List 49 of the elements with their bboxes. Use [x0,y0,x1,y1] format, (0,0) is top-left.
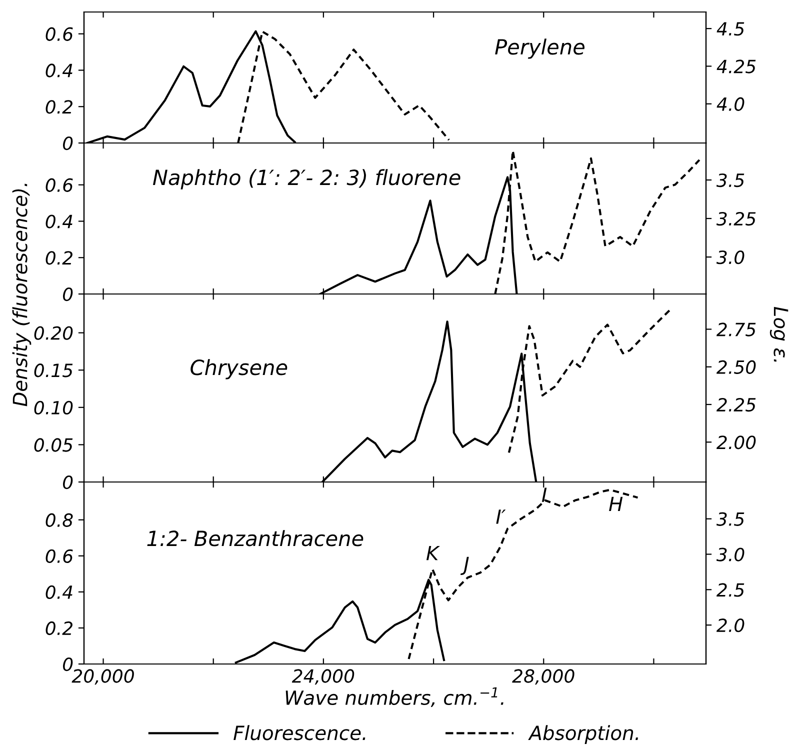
y2-tick-label: 4.0 [716,97,744,111]
y-tick-label: 0.2 [46,621,72,636]
y-tick-label: 0 [62,657,73,672]
y-tick-label: 0.4 [46,64,72,78]
text: Perylene [495,38,584,59]
x-tick-label: 24,000 [292,669,354,685]
y-tick-label: 0.6 [46,27,73,41]
y2-tick-label: 2.0 [716,618,744,632]
y2-tick-label: 3.25 [716,212,756,226]
legend-label: Fluorescence. [234,725,366,740]
y-tick-label: 0.05 [34,438,73,452]
text: Naphtho (1′: 2′- 2: 3) fluorene [152,169,460,190]
y2-tick-label: 3.5 [716,173,744,188]
annotation: K [426,546,440,560]
y-tick-label: 0.8 [46,513,73,527]
y-tick-label: 0.20 [34,326,73,340]
annotation: I [542,488,547,502]
y-tick-label: 0 [62,287,73,302]
y2-tick-label: 2.00 [716,436,756,450]
y2-tick-label: 2.5 [716,583,744,597]
y-tick-label: 0 [62,136,73,150]
x-tick-label: 28,000 [512,669,574,685]
text: Chrysene [190,359,288,380]
y-tick-label: 0 [62,475,73,490]
x-axis-title: Wave numbers, cm.$^{−1}$. [286,687,504,708]
y2-tick-label: 4.25 [716,60,756,74]
y-tick-label: 0.6 [46,549,73,563]
annotation: J [460,556,469,575]
y2-tick-label: 3.5 [716,512,744,526]
legend-label: Absorption. [528,725,638,744]
annotation: I′ [496,510,506,524]
y2-tick-label: 3.0 [716,250,744,264]
y-tick-label: 0.15 [34,364,73,378]
y-tick-label: 0.4 [46,585,72,600]
x-tick-label: 20,000 [72,669,134,685]
y2-axis-title: Log ε. [770,306,788,362]
y2-tick-label: 2.25 [716,398,756,412]
y-tick-label: 0.4 [46,214,72,228]
y-tick-label: 0.2 [46,251,72,265]
text: 1:2- Benzanthracene [147,530,364,546]
y2-tick-label: 4.5 [716,22,744,36]
y-tick-label: 0.2 [46,100,72,114]
annotation: H [609,496,623,512]
y2-tick-label: 2.75 [716,322,756,336]
y2-tick-label: 2.50 [716,360,756,374]
y-tick-label: 0.10 [34,400,73,415]
y-axis-title: Density (fluorescence). [12,184,32,406]
y-tick-label: 0.6 [46,178,73,192]
y2-tick-label: 3.0 [716,548,744,562]
